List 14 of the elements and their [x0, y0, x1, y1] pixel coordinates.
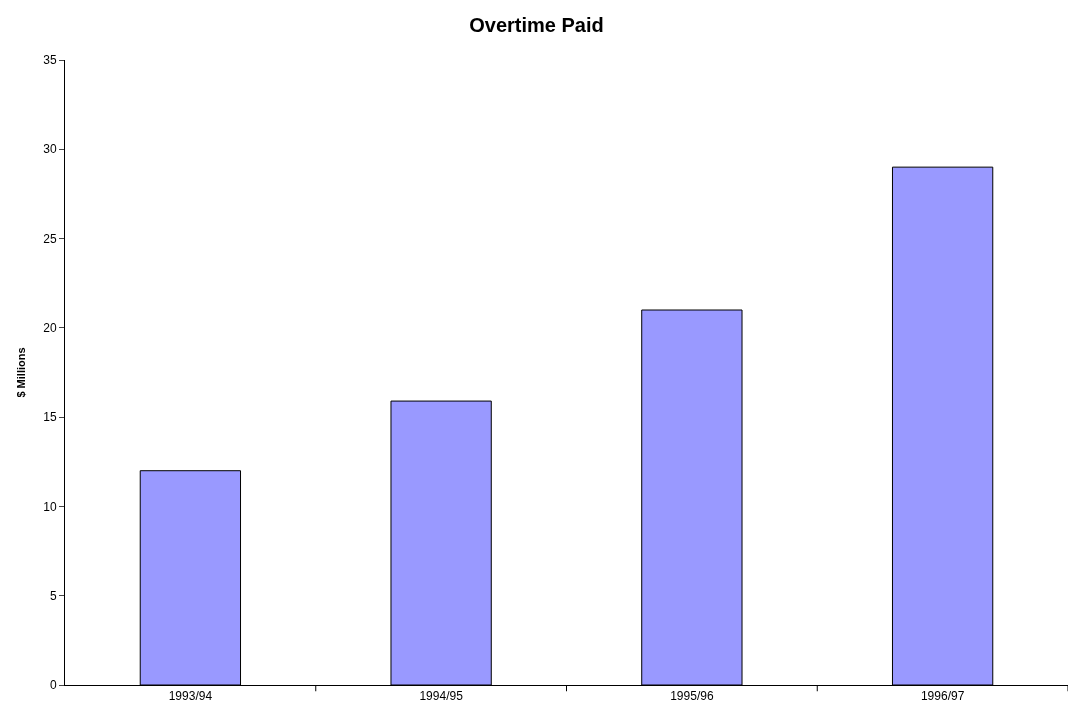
- y-tick-label: 0: [49, 678, 57, 693]
- x-tick-label: 1993/94: [168, 689, 213, 704]
- chart-title: Overtime Paid: [469, 13, 604, 36]
- y-tick-label: 15: [43, 410, 57, 425]
- x-tick-label: 1994/95: [419, 689, 464, 704]
- y-tick-label: 35: [43, 53, 57, 68]
- x-tick-label: 1996/97: [920, 689, 965, 704]
- y-tick-label: 10: [43, 499, 57, 514]
- x-tick-label: 1995/96: [670, 689, 714, 704]
- y-tick-label: 25: [43, 231, 57, 246]
- y-tick-label: 30: [43, 142, 57, 157]
- y-tick-label: 20: [43, 321, 57, 336]
- y-axis-title: $ Millions: [14, 347, 27, 398]
- y-tick-label: 5: [49, 588, 57, 603]
